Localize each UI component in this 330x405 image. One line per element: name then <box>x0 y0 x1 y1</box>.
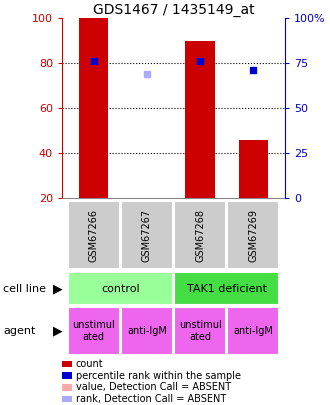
Bar <box>68 307 120 354</box>
Bar <box>174 307 226 354</box>
Text: GSM67268: GSM67268 <box>195 209 205 262</box>
Text: control: control <box>101 284 140 294</box>
Text: unstimul
ated: unstimul ated <box>179 320 221 342</box>
Bar <box>239 139 268 198</box>
Text: anti-IgM: anti-IgM <box>233 326 273 336</box>
Bar <box>62 360 72 367</box>
Text: unstimul
ated: unstimul ated <box>73 320 115 342</box>
Bar <box>62 372 72 379</box>
Text: GSM67266: GSM67266 <box>89 209 99 262</box>
Text: ▶: ▶ <box>53 282 63 295</box>
Text: value, Detection Call = ABSENT: value, Detection Call = ABSENT <box>76 382 231 392</box>
Text: cell line: cell line <box>3 284 46 294</box>
Bar <box>79 18 109 198</box>
Text: agent: agent <box>3 326 36 336</box>
Title: GDS1467 / 1435149_at: GDS1467 / 1435149_at <box>93 3 254 17</box>
Text: GSM67269: GSM67269 <box>248 209 258 262</box>
Text: TAK1 deficient: TAK1 deficient <box>186 284 267 294</box>
Bar <box>227 307 279 354</box>
Bar <box>68 201 120 269</box>
Bar <box>62 384 72 390</box>
Text: count: count <box>76 359 104 369</box>
Bar <box>174 272 279 305</box>
Text: GSM67267: GSM67267 <box>142 209 152 262</box>
Bar <box>121 307 173 354</box>
Bar <box>121 201 173 269</box>
Text: ▶: ▶ <box>53 324 63 337</box>
Bar <box>227 201 279 269</box>
Text: rank, Detection Call = ABSENT: rank, Detection Call = ABSENT <box>76 394 226 404</box>
Bar <box>68 272 173 305</box>
Bar <box>174 201 226 269</box>
Text: percentile rank within the sample: percentile rank within the sample <box>76 371 241 381</box>
Bar <box>62 396 72 402</box>
Bar <box>185 40 214 198</box>
Text: anti-IgM: anti-IgM <box>127 326 167 336</box>
